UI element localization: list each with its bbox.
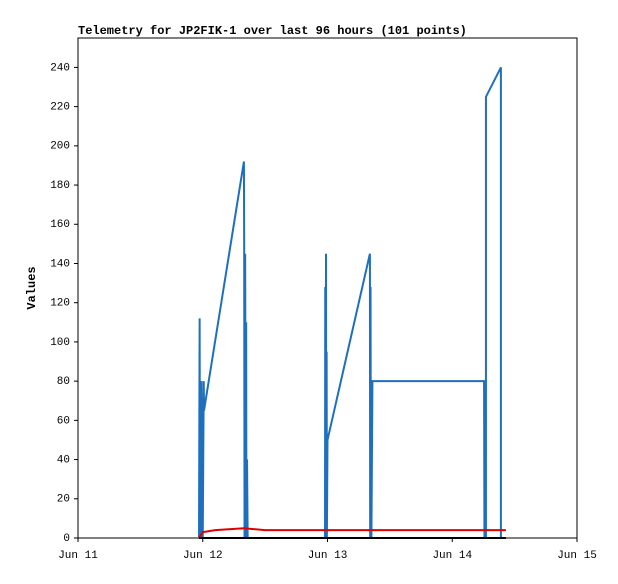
y-tick-label: 200 — [50, 141, 70, 153]
y-tick-label: 100 — [50, 337, 70, 349]
x-tick-label: Jun 12 — [183, 550, 223, 562]
chart-title: Telemetry for JP2FIK-1 over last 96 hour… — [78, 24, 467, 38]
y-tick-label: 80 — [57, 376, 70, 388]
x-tick-label: Jun 14 — [432, 550, 472, 562]
y-axis-title: Values — [25, 266, 39, 309]
y-tick-label: 40 — [57, 454, 70, 466]
series-line — [198, 527, 506, 539]
y-tick-label: 140 — [50, 258, 70, 270]
x-tick-label: Jun 15 — [557, 550, 597, 562]
x-tick-label: Jun 11 — [58, 550, 98, 562]
y-tick-label: 20 — [57, 494, 70, 506]
y-tick-label: 60 — [57, 415, 70, 427]
y-tick-label: 160 — [50, 219, 70, 231]
series-line — [198, 66, 502, 539]
y-tick-label: 240 — [50, 62, 70, 74]
y-tick-label: 120 — [50, 298, 70, 310]
x-tick-label: Jun 13 — [308, 550, 348, 562]
y-tick-label: 0 — [63, 533, 70, 545]
y-tick-label: 220 — [50, 102, 70, 114]
y-tick-label: 180 — [50, 180, 70, 192]
